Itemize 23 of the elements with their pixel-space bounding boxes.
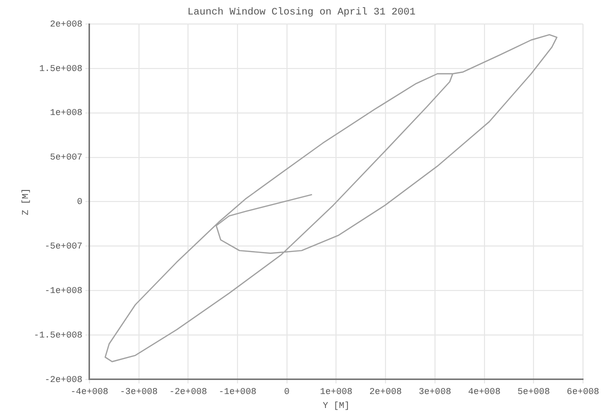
x-tick-label: -4e+008	[70, 387, 108, 398]
x-tick-label: -3e+008	[120, 387, 158, 398]
y-tick-label: 0	[77, 197, 82, 208]
y-tick-label: -1.5e+008	[34, 330, 82, 340]
x-tick-label: 1e+008	[320, 387, 352, 398]
y-tick-label: 5e+007	[50, 152, 82, 163]
x-tick-label: 4e+008	[468, 387, 500, 398]
x-tick-label: 2e+008	[369, 387, 402, 398]
x-tick-label: 6e+008	[566, 387, 600, 398]
x-tick-label: 3e+008	[418, 387, 452, 398]
x-tick-label: 5e+008	[517, 387, 550, 398]
chart-title: Launch Window Closing on April 31 2001	[187, 6, 416, 19]
x-tick-label: 0	[284, 387, 290, 398]
y-tick-label: -2e+008	[44, 374, 82, 385]
y-tick-label: -5e+007	[44, 242, 82, 252]
y-tick-label: 2e+008	[50, 19, 82, 30]
y-tick-label: 1.5e+008	[39, 64, 82, 74]
x-tick-label: -1e+008	[218, 387, 256, 398]
x-axis-title: Y [M]	[322, 400, 350, 411]
y-axis-title: Z [M]	[20, 188, 31, 216]
x-tick-label: -2e+008	[169, 387, 208, 398]
y-tick-label: -1e+008	[44, 286, 82, 296]
y-tick-label: 1e+008	[50, 108, 82, 118]
